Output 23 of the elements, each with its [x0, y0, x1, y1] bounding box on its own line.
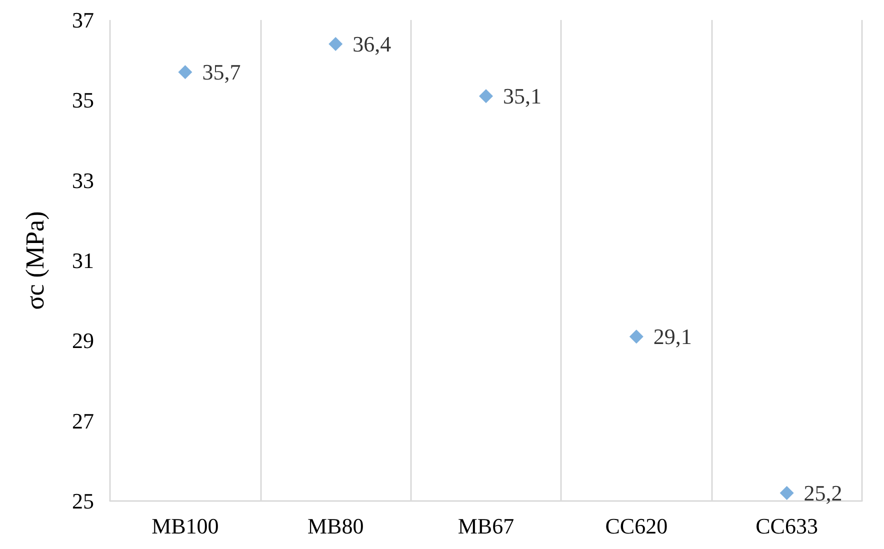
y-tick-label: 33: [72, 168, 94, 193]
y-tick-label: 31: [72, 248, 94, 273]
y-tick-label: 35: [72, 88, 94, 113]
x-tick-label: MB100: [152, 514, 219, 538]
data-label: 35,7: [202, 60, 241, 85]
x-tick-label: CC620: [605, 514, 668, 538]
point: [780, 486, 794, 500]
data-label: 36,4: [352, 32, 392, 57]
data-label: 35,1: [503, 84, 542, 109]
x-tick-label: MB80: [307, 514, 364, 538]
point: [629, 330, 644, 344]
point: [479, 89, 493, 104]
y-tick-label: 29: [72, 328, 94, 354]
y-tick-label: 27: [72, 408, 94, 434]
point: [178, 65, 192, 80]
y-tick-label: 37: [72, 8, 94, 32]
point: [328, 37, 343, 52]
x-tick-label: CC633: [756, 514, 818, 538]
data-label: 25,2: [804, 480, 842, 506]
y-axis-title: σc (MPa): [20, 211, 50, 310]
y-tick-label: 25: [72, 488, 94, 514]
x-tick-label: MB67: [458, 514, 514, 538]
data-label: 29,1: [653, 324, 692, 350]
